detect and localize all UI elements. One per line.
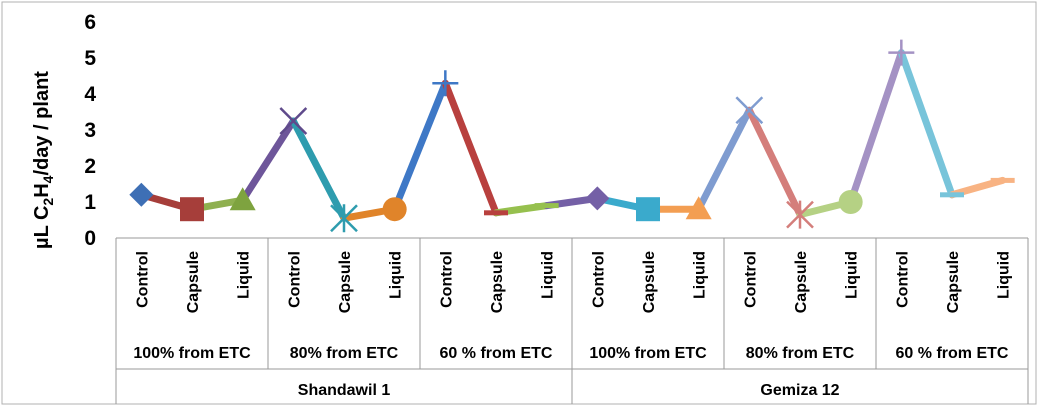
series-segment	[239, 117, 297, 204]
irrigation-group-label: 60 % from ETC	[896, 345, 1009, 362]
cultivar-label: Shandawil 1	[298, 382, 391, 399]
category-labels: Control Capsule Liquid Control Capsule Liquid…	[134, 251, 1012, 313]
category-label: Liquid	[996, 251, 1013, 299]
data-point-marker	[432, 70, 459, 97]
irrigation-group-label: 100% from ETC	[133, 345, 251, 362]
data-point-marker	[940, 192, 964, 198]
data-point-marker	[279, 107, 308, 135]
cultivar-label: Gemiza 12	[760, 382, 839, 399]
irrigation-group-label: 80% from ETC	[290, 345, 399, 362]
category-label: Liquid	[692, 251, 709, 299]
cultivar-labels: Shandawil 1 Gemiza 12	[298, 382, 840, 399]
category-axis	[115, 237, 1029, 404]
data-point-marker	[330, 204, 358, 233]
category-label: Control	[134, 251, 151, 308]
data-point-marker	[129, 182, 154, 207]
y-axis-title: µL C2H4/day / plant	[31, 71, 56, 249]
data-point-marker	[888, 39, 915, 66]
category-label: Capsule	[185, 251, 202, 313]
series-segment	[847, 49, 905, 206]
data-point-marker	[229, 187, 256, 211]
data-point-marker	[838, 190, 863, 214]
category-label: Capsule	[793, 251, 810, 313]
category-label: Capsule	[641, 251, 658, 313]
category-label: Liquid	[844, 251, 861, 299]
irrigation-group-label: 100% from ETC	[589, 345, 707, 362]
series-segment	[897, 49, 956, 199]
data-markers	[129, 39, 1015, 233]
data-point-marker	[534, 203, 559, 209]
y-axis-ticks: 0 1 2 3 4 5 6	[84, 11, 96, 250]
series-segment	[289, 117, 348, 222]
data-point-marker	[685, 196, 712, 220]
data-point-marker	[990, 177, 1015, 183]
y-tick-label: 0	[84, 227, 96, 250]
y-tick-label: 1	[84, 191, 96, 214]
irrigation-group-label: 60 % from ETC	[440, 345, 553, 362]
data-point-marker	[585, 186, 610, 211]
category-label: Capsule	[489, 251, 506, 313]
series-segment	[441, 79, 500, 217]
category-label: Capsule	[945, 251, 962, 313]
y-tick-label: 4	[84, 83, 96, 106]
data-point-marker	[636, 197, 660, 222]
category-label: Liquid	[540, 251, 557, 299]
category-label: Capsule	[337, 251, 354, 313]
data-point-marker	[484, 210, 508, 216]
data-point-marker	[382, 197, 407, 222]
category-label: Liquid	[236, 251, 253, 299]
y-tick-label: 5	[84, 47, 96, 70]
y-tick-label: 3	[84, 119, 96, 142]
data-point-marker	[180, 197, 204, 222]
category-label: Control	[894, 251, 911, 308]
y-tick-label: 6	[84, 11, 96, 34]
series-segment	[745, 106, 804, 219]
irrigation-group-label: 80% from ETC	[746, 345, 855, 362]
data-point-marker	[735, 96, 764, 125]
category-label: Control	[286, 251, 303, 308]
data-point-marker	[786, 200, 814, 229]
series-segment	[391, 79, 449, 213]
category-label: Control	[742, 251, 759, 308]
category-label: Control	[438, 251, 455, 308]
y-tick-label: 2	[84, 155, 96, 178]
irrigation-group-labels: 100% from ETC 80% from ETC 60 % from ETC 10…	[133, 345, 1009, 362]
category-label: Liquid	[388, 251, 405, 299]
category-label: Control	[590, 251, 607, 308]
chart-border	[1, 1, 1037, 405]
series-segment	[695, 106, 753, 213]
y-axis-title-text: µL C2H4/day / plant	[31, 71, 56, 249]
